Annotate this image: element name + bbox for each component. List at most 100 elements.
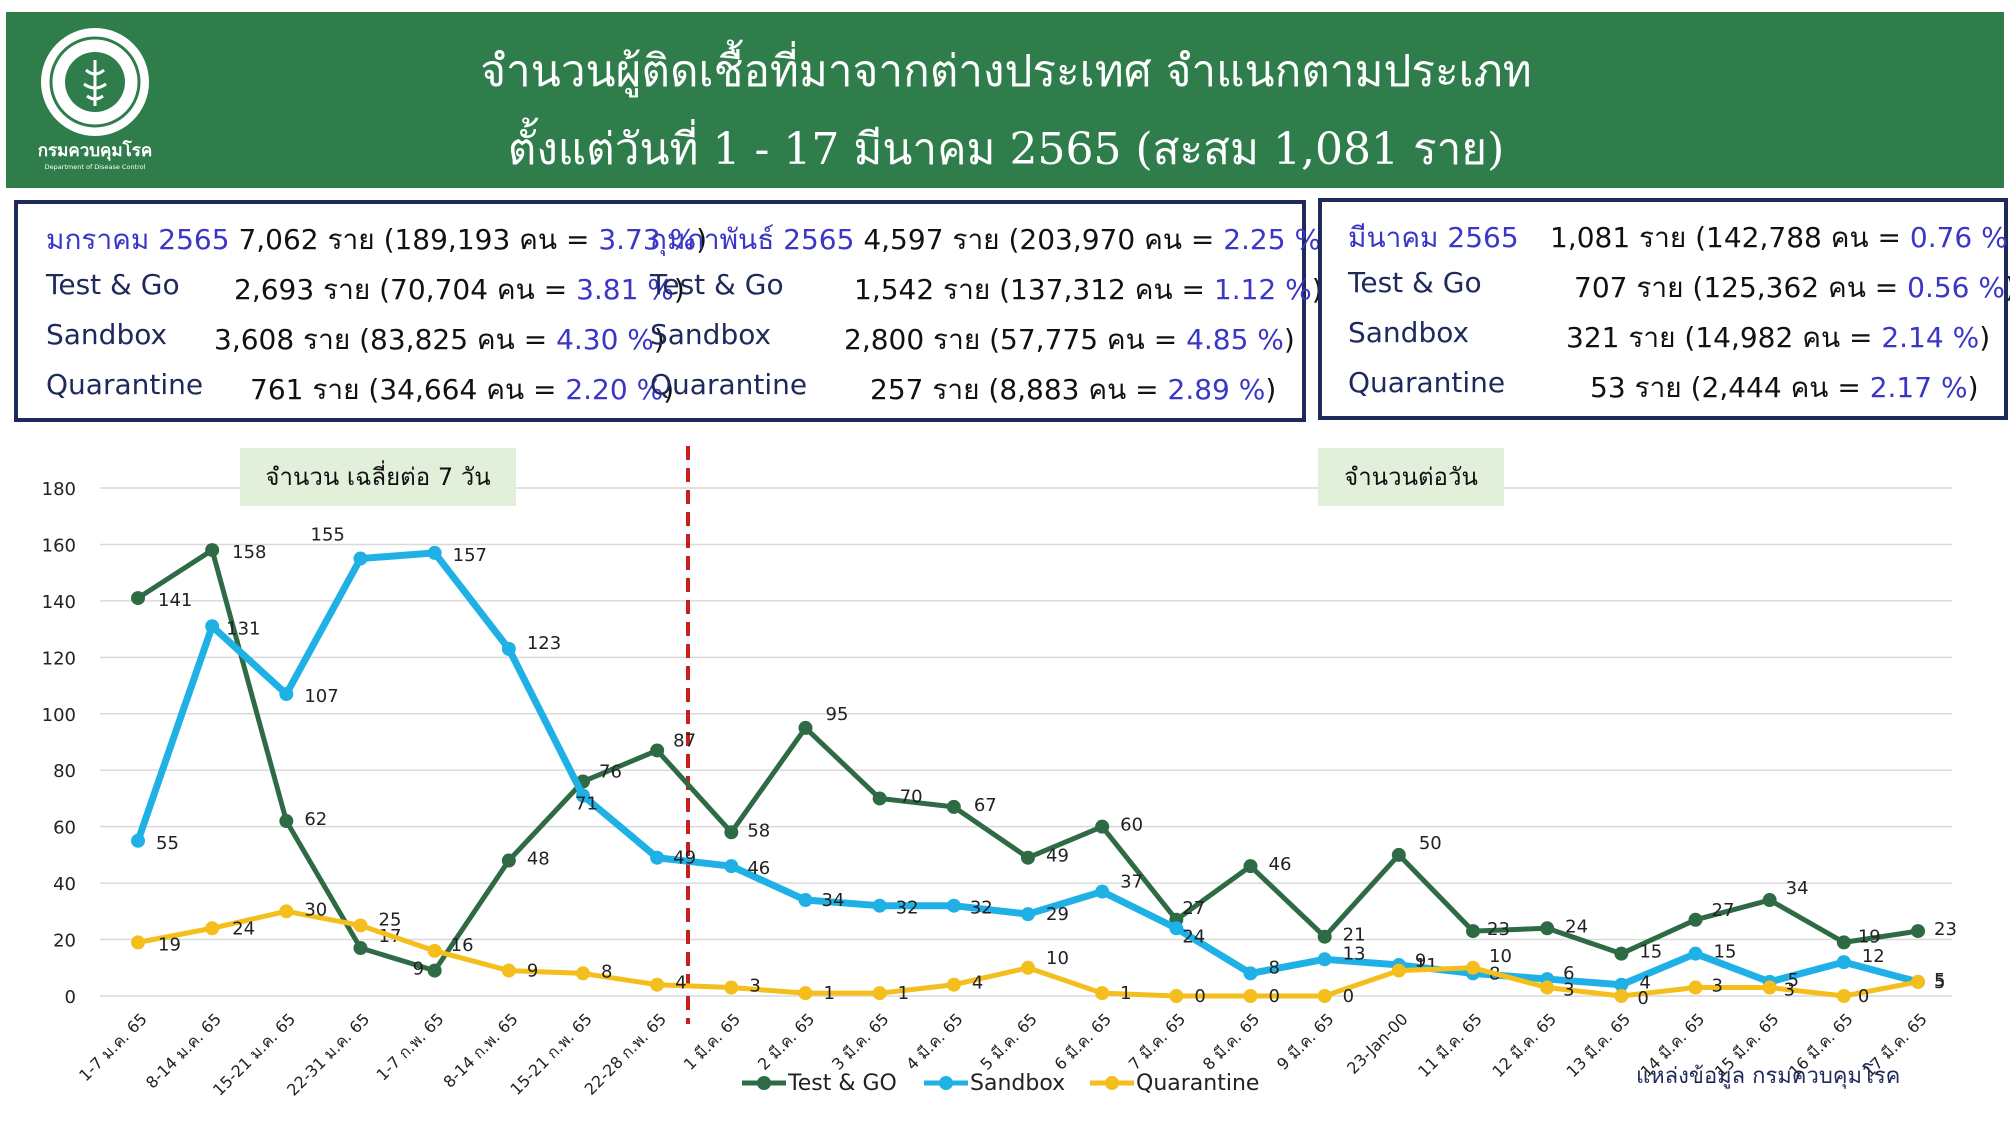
data-point-test-go <box>798 720 813 735</box>
data-point-sandbox <box>798 893 813 908</box>
left-annotation-label: จำนวน เฉลี่ยต่อ 7 วัน <box>265 460 490 491</box>
jan-sandbox-pct: 4.30 % <box>556 323 654 356</box>
data-point-test-go <box>1762 893 1777 908</box>
data-point-sandbox <box>1169 921 1184 936</box>
data-point-test-go <box>205 543 220 558</box>
data-point-test-go <box>1614 946 1629 961</box>
y-tick-label: 120 <box>42 648 76 669</box>
jan-quarantine-values: 761 ราย (34,664 คน = 2.20 %) <box>250 368 674 412</box>
mar-sandbox-label: Sandbox <box>1348 316 1470 349</box>
mar-testgo-close: ) <box>2005 271 2010 304</box>
y-tick-label: 140 <box>42 592 76 613</box>
jan-testgo: Test & Go <box>46 268 180 301</box>
feb-testgo-close: ) <box>1312 273 1323 306</box>
y-tick-label: 80 <box>53 761 76 782</box>
data-label-test-go: 15 <box>1639 942 1662 963</box>
data-label-quarantine: 3 <box>749 976 760 997</box>
data-label-sandbox: 24 <box>1182 926 1205 947</box>
data-label-test-go: 95 <box>826 704 849 725</box>
y-tick-label: 100 <box>42 705 76 726</box>
data-point-sandbox <box>576 788 590 803</box>
jan-sandbox: Sandbox <box>46 318 167 351</box>
legend-marker-sandbox <box>939 1076 953 1090</box>
x-tick-label: 1-7 ก.พ. 65 <box>372 1009 447 1084</box>
y-tick-label: 0 <box>65 987 76 1008</box>
data-point-sandbox <box>1317 952 1332 967</box>
jan-quarantine: Quarantine <box>46 368 203 401</box>
data-label-sandbox: 107 <box>304 686 338 707</box>
feb-quarantine-close: ) <box>1265 373 1277 406</box>
data-point-test-go <box>1836 935 1851 950</box>
data-label-test-go: 46 <box>1269 854 1292 875</box>
data-point-sandbox <box>1688 946 1703 961</box>
data-label-quarantine: 5 <box>1934 970 1945 991</box>
data-label-test-go: 67 <box>974 795 997 816</box>
mar-sandbox: Sandbox <box>1348 316 1469 349</box>
legend: Test & GO Sandbox Quarantine <box>742 1071 1259 1096</box>
data-label-quarantine: 0 <box>1343 986 1354 1007</box>
data-point-quarantine <box>205 921 220 936</box>
title-line-2: ตั้งแต่วันที่ 1 - 17 มีนาคม 2565 (สะสม 1… <box>507 124 1505 175</box>
data-point-quarantine <box>131 935 145 950</box>
data-label-quarantine: 0 <box>1637 988 1648 1009</box>
data-point-sandbox <box>353 551 368 566</box>
data-label-sandbox: 71 <box>575 794 598 815</box>
legend-label-sandbox: Sandbox <box>970 1071 1065 1096</box>
right-annotation-label: จำนวนต่อวัน <box>1344 463 1478 491</box>
x-tick-label: 13 มี.ค. 65 <box>1563 1009 1635 1081</box>
data-point-quarantine <box>724 980 739 995</box>
data-point-quarantine <box>1021 960 1035 975</box>
x-tick-label: 1-7 ม.ค. 65 <box>75 1009 151 1085</box>
x-tick-label: 9 มี.ค. 65 <box>1273 1009 1337 1073</box>
data-point-sandbox <box>205 619 220 634</box>
jan-testgo-count: 2,693 ราย (70,704 คน = <box>234 273 577 306</box>
data-point-quarantine <box>1688 980 1703 995</box>
data-label-sandbox: 4 <box>1639 973 1650 994</box>
data-label-sandbox: 123 <box>527 633 561 654</box>
feb-total-count: 4,597 ราย (203,970 คน = <box>863 223 1224 256</box>
data-label-test-go: 58 <box>747 820 770 841</box>
mar-total-pct: 0.76 % <box>1909 221 2008 254</box>
mar-month-cell: มีนาคม 2565 <box>1348 216 1519 260</box>
x-tick-label: 8 มี.ค. 65 <box>1199 1009 1263 1073</box>
data-point-quarantine <box>1836 989 1851 1003</box>
data-point-quarantine <box>1466 960 1480 975</box>
jan-total-close: ) <box>696 223 708 256</box>
jan-total: มกราคม 2565 7,062 ราย (189,193 คน = 3.73… <box>46 218 707 262</box>
data-point-sandbox <box>724 859 739 874</box>
data-point-test-go <box>946 799 961 814</box>
title-line-1: จำนวนผู้ติดเชื้อที่มาจากต่างประเทศ จำแนก… <box>480 46 1532 97</box>
x-tick-label: 5 มี.ค. 65 <box>976 1009 1040 1073</box>
legend-label-quarantine: Quarantine <box>1136 1071 1259 1096</box>
data-point-sandbox <box>1021 907 1035 922</box>
y-tick-label: 60 <box>53 818 76 839</box>
logo-inner-ring <box>49 36 141 128</box>
data-point-test-go <box>1021 850 1035 865</box>
data-label-test-go: 60 <box>1120 815 1143 836</box>
data-label-sandbox: 12 <box>1862 946 1885 967</box>
data-point-test-go <box>1243 859 1258 874</box>
jan-total-pct: 3.73 % <box>598 223 697 256</box>
data-point-sandbox <box>131 833 145 848</box>
data-label-test-go: 9 <box>413 959 424 980</box>
mar-testgo: Test & Go <box>1348 266 1482 299</box>
data-label-test-go: 27 <box>1182 898 1205 919</box>
jan-sandbox-label: Sandbox <box>46 318 168 351</box>
data-point-sandbox <box>1095 884 1110 899</box>
legend-label-test-go: Test & GO <box>787 1071 897 1096</box>
x-tick-label: 2 มี.ค. 65 <box>754 1009 818 1073</box>
data-point-quarantine <box>798 986 813 1001</box>
x-tick-label: 7 มี.ค. 65 <box>1125 1009 1189 1073</box>
data-label-quarantine: 30 <box>304 899 327 920</box>
data-label-quarantine: 0 <box>1194 986 1205 1007</box>
data-label-test-go: 27 <box>1712 900 1735 921</box>
data-label-test-go: 34 <box>1786 878 1809 899</box>
feb-total: กุมภาพันธ์ 2565 4,597 ราย (203,970 คน = … <box>650 218 1332 262</box>
left-annotation-box <box>240 448 516 506</box>
data-label-test-go: 158 <box>232 542 266 563</box>
x-tick-label: 3 มี.ค. 65 <box>828 1009 892 1073</box>
data-label-test-go: 87 <box>673 730 696 751</box>
data-label-sandbox: 5 <box>1788 970 1799 991</box>
